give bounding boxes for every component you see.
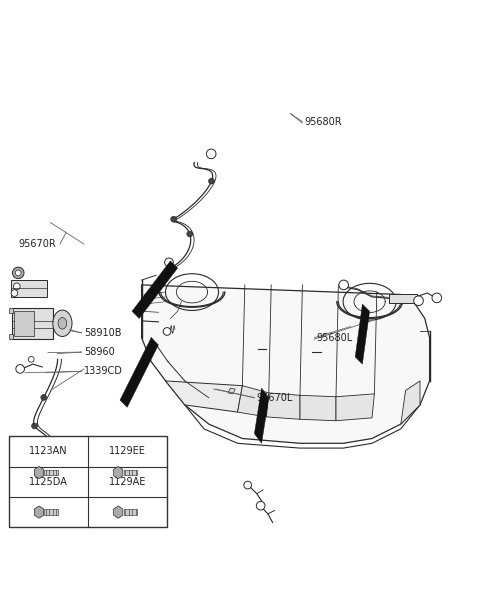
Bar	[389, 294, 417, 303]
Circle shape	[48, 438, 53, 443]
Circle shape	[16, 365, 24, 373]
Polygon shape	[114, 466, 123, 479]
Circle shape	[187, 231, 192, 237]
Circle shape	[32, 423, 37, 429]
Circle shape	[165, 258, 173, 267]
Circle shape	[15, 270, 21, 276]
Polygon shape	[336, 394, 374, 421]
Polygon shape	[166, 381, 242, 412]
Text: 95670L: 95670L	[257, 393, 293, 403]
Circle shape	[432, 293, 442, 303]
Circle shape	[171, 216, 177, 222]
Bar	[124, 470, 137, 475]
Circle shape	[28, 356, 34, 362]
Text: 95680L: 95680L	[317, 333, 353, 343]
Circle shape	[256, 501, 265, 510]
Text: 1339CD: 1339CD	[84, 367, 123, 376]
Ellipse shape	[53, 310, 72, 337]
Circle shape	[163, 327, 171, 335]
Bar	[12, 308, 53, 339]
Polygon shape	[266, 393, 300, 419]
Bar	[9, 334, 13, 339]
Circle shape	[414, 296, 423, 305]
Bar	[9, 308, 13, 313]
Bar	[14, 311, 34, 337]
Polygon shape	[238, 386, 269, 417]
Text: 1125DA: 1125DA	[29, 477, 68, 487]
Polygon shape	[120, 338, 158, 407]
Bar	[44, 509, 58, 515]
Bar	[124, 509, 137, 515]
Text: 95680R: 95680R	[305, 116, 342, 127]
Circle shape	[41, 395, 47, 400]
Text: 95670R: 95670R	[18, 239, 56, 249]
Polygon shape	[300, 395, 336, 421]
Circle shape	[206, 149, 216, 159]
Text: 58910B: 58910B	[84, 328, 121, 338]
Polygon shape	[401, 381, 420, 424]
Bar	[44, 470, 58, 475]
Polygon shape	[254, 388, 269, 443]
Circle shape	[339, 280, 348, 290]
Text: 1129AE: 1129AE	[109, 477, 146, 487]
Circle shape	[54, 471, 60, 476]
Circle shape	[25, 488, 34, 497]
Polygon shape	[132, 261, 178, 319]
Polygon shape	[114, 506, 123, 518]
Polygon shape	[355, 304, 370, 364]
Circle shape	[12, 267, 24, 279]
Circle shape	[11, 290, 18, 297]
Bar	[9, 436, 167, 527]
Text: 1129EE: 1129EE	[109, 446, 146, 456]
Text: 1123AN: 1123AN	[29, 446, 68, 456]
Circle shape	[13, 283, 20, 290]
Circle shape	[209, 178, 215, 184]
Ellipse shape	[58, 318, 67, 329]
Polygon shape	[228, 388, 235, 394]
Bar	[11, 280, 47, 297]
Text: 58960: 58960	[84, 347, 115, 357]
Polygon shape	[35, 466, 44, 479]
Polygon shape	[35, 506, 44, 518]
Polygon shape	[142, 285, 430, 443]
Circle shape	[244, 481, 252, 489]
